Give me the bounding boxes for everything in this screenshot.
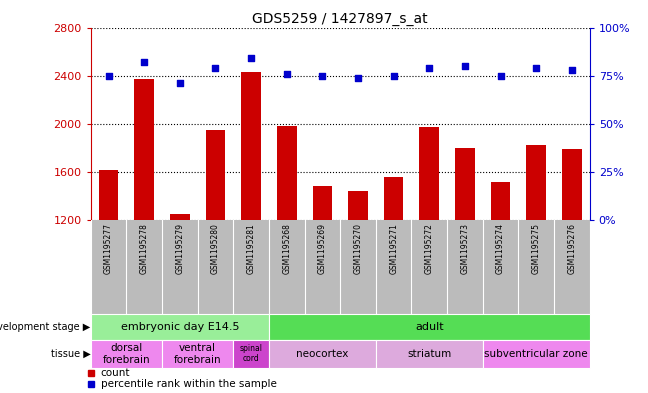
Bar xyxy=(491,182,511,220)
Text: GSM1195279: GSM1195279 xyxy=(176,223,184,274)
Bar xyxy=(91,314,269,340)
Bar xyxy=(348,191,368,220)
Point xyxy=(353,74,363,81)
Text: GSM1195278: GSM1195278 xyxy=(140,223,148,274)
Bar xyxy=(98,169,119,220)
Point xyxy=(531,65,542,71)
Bar xyxy=(277,126,297,220)
Bar xyxy=(269,314,590,340)
Text: tissue ▶: tissue ▶ xyxy=(51,349,91,359)
Bar xyxy=(526,145,546,220)
Bar xyxy=(483,340,590,368)
Bar xyxy=(562,149,582,220)
Bar xyxy=(455,148,475,220)
Text: GSM1195276: GSM1195276 xyxy=(568,223,576,274)
Title: GDS5259 / 1427897_s_at: GDS5259 / 1427897_s_at xyxy=(252,13,428,26)
Text: neocortex: neocortex xyxy=(296,349,349,359)
Point xyxy=(281,71,292,77)
Text: striatum: striatum xyxy=(407,349,452,359)
Bar xyxy=(269,340,376,368)
Point xyxy=(175,80,185,86)
Text: GSM1195274: GSM1195274 xyxy=(496,223,505,274)
Bar xyxy=(384,177,404,220)
Bar xyxy=(376,340,483,368)
Bar xyxy=(170,214,190,220)
Bar xyxy=(91,340,162,368)
Point xyxy=(389,72,399,79)
Point xyxy=(496,72,506,79)
Text: count: count xyxy=(100,368,130,378)
Text: GSM1195268: GSM1195268 xyxy=(283,223,291,274)
Bar xyxy=(312,186,332,220)
Point xyxy=(317,72,327,79)
Point xyxy=(424,65,434,71)
Text: subventricular zone: subventricular zone xyxy=(485,349,588,359)
Point xyxy=(104,72,114,79)
Text: GSM1195270: GSM1195270 xyxy=(354,223,362,274)
Bar xyxy=(419,127,439,220)
Bar xyxy=(205,130,226,220)
Text: GSM1195281: GSM1195281 xyxy=(247,223,255,274)
Text: spinal
cord: spinal cord xyxy=(240,344,262,364)
Bar xyxy=(134,79,154,220)
Text: GSM1195277: GSM1195277 xyxy=(104,223,113,274)
Text: GSM1195273: GSM1195273 xyxy=(461,223,469,274)
Bar xyxy=(233,340,269,368)
Bar xyxy=(241,72,261,220)
Text: GSM1195272: GSM1195272 xyxy=(425,223,434,274)
Text: percentile rank within the sample: percentile rank within the sample xyxy=(100,379,277,389)
Text: GSM1195275: GSM1195275 xyxy=(532,223,540,274)
Point xyxy=(210,65,220,71)
Text: GSM1195269: GSM1195269 xyxy=(318,223,327,274)
Text: dorsal
forebrain: dorsal forebrain xyxy=(102,343,150,365)
Point xyxy=(459,63,470,69)
Text: GSM1195271: GSM1195271 xyxy=(389,223,398,274)
Text: ventral
forebrain: ventral forebrain xyxy=(174,343,222,365)
Text: embryonic day E14.5: embryonic day E14.5 xyxy=(121,322,239,332)
Text: GSM1195280: GSM1195280 xyxy=(211,223,220,274)
Point xyxy=(139,59,149,65)
Text: development stage ▶: development stage ▶ xyxy=(0,322,91,332)
Point xyxy=(566,67,577,73)
Point xyxy=(246,55,257,61)
Text: adult: adult xyxy=(415,322,444,332)
Bar xyxy=(162,340,233,368)
